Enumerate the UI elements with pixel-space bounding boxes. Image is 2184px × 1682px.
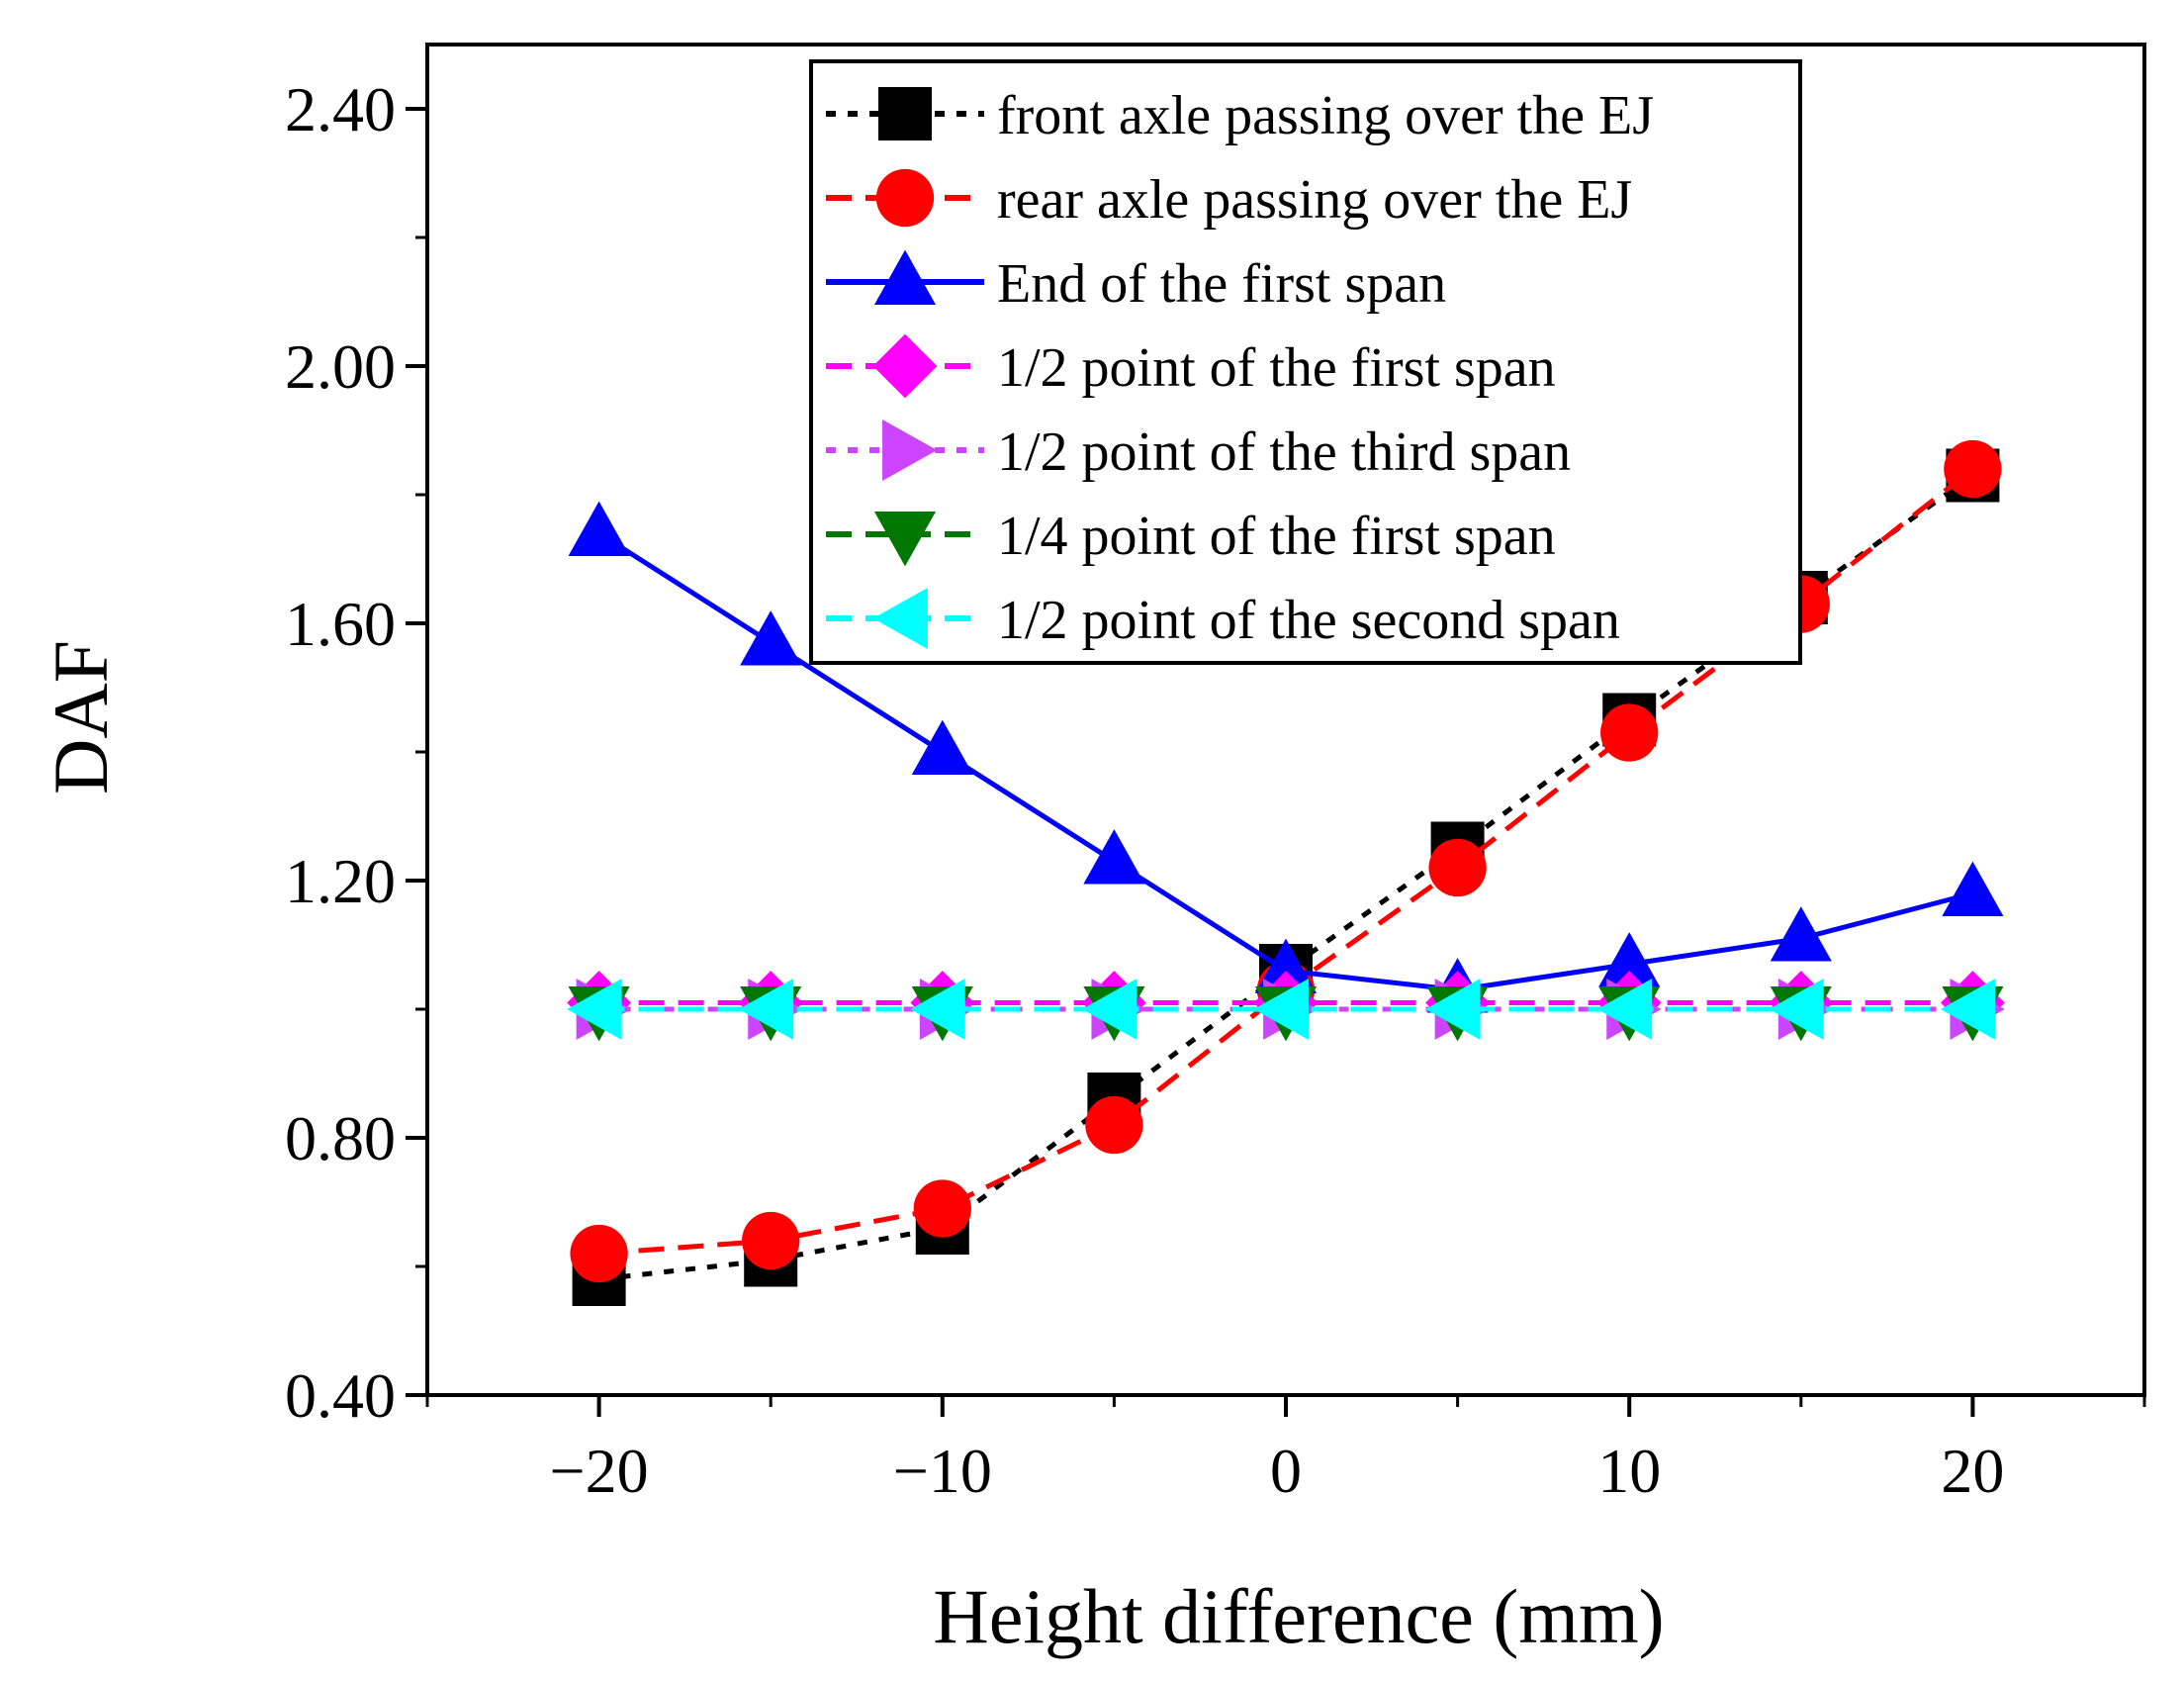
legend-label: 1/2 point of the first span: [997, 337, 1556, 399]
data-point: [738, 978, 794, 1041]
data-point: [1770, 906, 1832, 962]
data-point: [913, 1179, 971, 1238]
data-point: [570, 1224, 628, 1283]
legend-marker: [872, 587, 928, 650]
legend-label: End of the first span: [997, 253, 1446, 315]
data-point: [1942, 861, 2004, 916]
legend-marker: [872, 333, 938, 399]
y-tick-label: 1.20: [285, 846, 396, 916]
data-point: [567, 978, 622, 1041]
legend-label: 1/4 point of the first span: [997, 506, 1556, 567]
x-tick-label: −20: [550, 1436, 649, 1506]
y-axis: 0.40 0.80 1.20 1.60 2.00 2.40: [285, 74, 427, 1431]
legend-marker: [878, 87, 932, 140]
series-layer: [567, 439, 2005, 1306]
data-point: [740, 610, 802, 666]
x-tick-label: −10: [893, 1436, 992, 1506]
legend-marker: [875, 168, 935, 228]
data-point: [1944, 439, 2002, 499]
data-point: [1083, 829, 1145, 885]
data-point: [911, 719, 973, 775]
data-point: [910, 978, 965, 1041]
legend-marker: [873, 249, 937, 305]
legend-label: front axle passing over the EJ: [997, 85, 1654, 146]
data-point: [1769, 978, 1824, 1041]
data-point: [1253, 978, 1309, 1041]
legend-marker: [873, 512, 937, 567]
data-point: [1085, 1095, 1143, 1155]
x-tick-label: 20: [1941, 1436, 2004, 1506]
data-point: [742, 1211, 800, 1270]
y-tick-label: 0.80: [285, 1103, 396, 1173]
y-tick-label: 1.60: [285, 589, 396, 659]
legend: front axle passing over the EJ rear axle …: [809, 59, 1802, 665]
legend-label: rear axle passing over the EJ: [997, 169, 1632, 231]
y-tick-label: 2.00: [285, 331, 396, 402]
x-tick-label: 0: [1270, 1436, 1302, 1506]
data-point: [1428, 838, 1487, 897]
legend-label: 1/2 point of the third span: [997, 421, 1571, 483]
x-axis: −20 −10 0 10 20: [425, 1395, 2146, 1506]
data-point: [1425, 978, 1481, 1041]
y-tick-label: 2.40: [285, 74, 396, 144]
data-point: [1596, 978, 1653, 1041]
data-point: [1598, 932, 1661, 987]
x-tick-label: 10: [1597, 1436, 1661, 1506]
data-point: [1082, 978, 1138, 1041]
data-point: [568, 501, 630, 556]
legend-label: 1/2 point of the second span: [997, 590, 1620, 651]
data-point: [1600, 703, 1659, 762]
data-point: [1254, 938, 1318, 993]
legend-marker: [882, 419, 938, 482]
y-tick-label: 0.40: [285, 1360, 396, 1431]
x-axis-title: Height difference (mm): [933, 1573, 1664, 1659]
series-7: [567, 978, 1996, 1041]
y-axis-title: DAF: [38, 640, 124, 794]
legend-box: [809, 59, 1802, 665]
data-point: [1941, 978, 1996, 1041]
